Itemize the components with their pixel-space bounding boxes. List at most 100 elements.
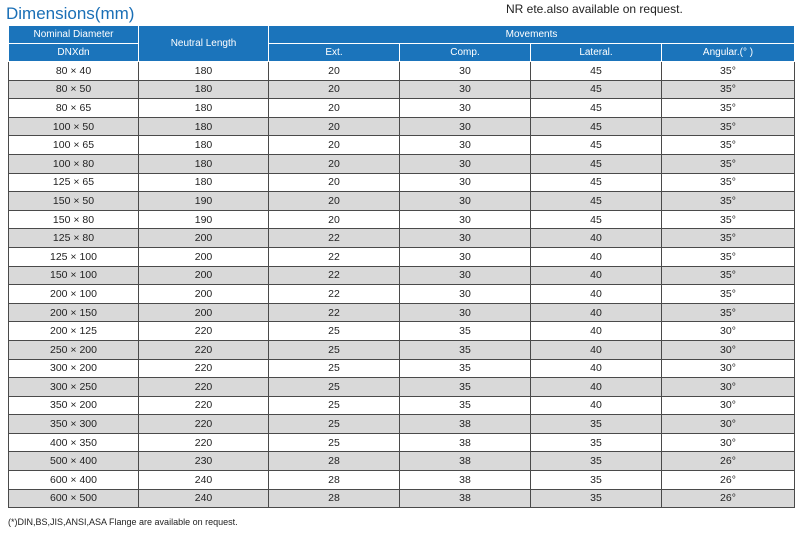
table-row: 125 × 80 200 22 30 40 35° bbox=[8, 228, 795, 248]
ext-cell: 28 bbox=[268, 451, 400, 472]
lateral-cell: 40 bbox=[530, 246, 662, 267]
angular-cell: 30° bbox=[661, 321, 795, 341]
lateral-cell: 45 bbox=[530, 135, 662, 155]
table-row: 150 × 80 190 20 30 45 35° bbox=[8, 209, 795, 230]
ext-cell: 22 bbox=[268, 228, 400, 248]
dnxdn-cell: 200 × 150 bbox=[8, 302, 139, 323]
comp-cell: 30 bbox=[399, 191, 531, 211]
dnxdn-cell: 80 × 40 bbox=[8, 61, 139, 81]
comp-header: Comp. bbox=[399, 43, 531, 62]
dnxdn-cell: 300 × 200 bbox=[8, 358, 139, 379]
ext-cell: 20 bbox=[268, 98, 400, 118]
lateral-cell: 40 bbox=[530, 265, 662, 286]
angular-cell: 30° bbox=[661, 377, 795, 397]
neutral-length-cell: 180 bbox=[138, 153, 269, 174]
ext-cell: 20 bbox=[268, 61, 400, 81]
angular-cell: 35° bbox=[661, 153, 795, 174]
table-row: 300 × 200 220 25 35 40 30° bbox=[8, 358, 795, 379]
comp-cell: 38 bbox=[399, 432, 531, 453]
neutral-length-cell: 220 bbox=[138, 377, 269, 397]
dnxdn-cell: 350 × 200 bbox=[8, 395, 139, 416]
neutral-length-cell: 180 bbox=[138, 135, 269, 155]
lateral-cell: 35 bbox=[530, 414, 662, 434]
angular-cell: 30° bbox=[661, 414, 795, 434]
ext-header: Ext. bbox=[268, 43, 400, 62]
angular-cell: 35° bbox=[661, 61, 795, 81]
angular-cell: 35° bbox=[661, 116, 795, 137]
neutral-length-cell: 180 bbox=[138, 172, 269, 193]
dnxdn-cell: 350 × 300 bbox=[8, 414, 139, 434]
table-row: 100 × 50 180 20 30 45 35° bbox=[8, 116, 795, 137]
comp-cell: 35 bbox=[399, 377, 531, 397]
ext-cell: 28 bbox=[268, 488, 400, 509]
ext-cell: 22 bbox=[268, 284, 400, 304]
table-row: 350 × 200 220 25 35 40 30° bbox=[8, 395, 795, 416]
dnxdn-cell: 150 × 100 bbox=[8, 265, 139, 286]
neutral-length-cell: 200 bbox=[138, 265, 269, 286]
comp-cell: 35 bbox=[399, 339, 531, 360]
table-row: 600 × 500 240 28 38 35 26° bbox=[8, 488, 795, 509]
ext-cell: 20 bbox=[268, 116, 400, 137]
dnxdn-cell: 125 × 80 bbox=[8, 228, 139, 248]
angular-cell: 35° bbox=[661, 172, 795, 193]
neutral-length-cell: 220 bbox=[138, 414, 269, 434]
comp-cell: 30 bbox=[399, 135, 531, 155]
table-row: 200 × 150 200 22 30 40 35° bbox=[8, 302, 795, 323]
dnxdn-cell: 125 × 65 bbox=[8, 172, 139, 193]
lateral-cell: 45 bbox=[530, 98, 662, 118]
lateral-cell: 45 bbox=[530, 116, 662, 137]
neutral-length-cell: 220 bbox=[138, 321, 269, 341]
dnxdn-cell: 80 × 50 bbox=[8, 79, 139, 100]
page-title: Dimensions(mm) bbox=[6, 4, 135, 23]
table-row: 80 × 40 180 20 30 45 35° bbox=[8, 61, 795, 81]
neutral-length-cell: 220 bbox=[138, 432, 269, 453]
dnxdn-cell: 500 × 400 bbox=[8, 451, 139, 472]
comp-cell: 30 bbox=[399, 116, 531, 137]
movements-header: Movements bbox=[268, 25, 795, 44]
availability-note: NR ete.also available on request. bbox=[506, 2, 683, 16]
neutral-length-cell: 220 bbox=[138, 339, 269, 360]
neutral-length-header: Neutral Length bbox=[138, 25, 269, 62]
neutral-length-cell: 240 bbox=[138, 488, 269, 509]
ext-cell: 20 bbox=[268, 135, 400, 155]
neutral-length-cell: 190 bbox=[138, 209, 269, 230]
dnxdn-cell: 600 × 400 bbox=[8, 470, 139, 490]
comp-cell: 35 bbox=[399, 321, 531, 341]
dimensions-table: Nominal Diameter Neutral Length Movement… bbox=[8, 25, 795, 509]
table-row: 600 × 400 240 28 38 35 26° bbox=[8, 470, 795, 490]
lateral-cell: 40 bbox=[530, 395, 662, 416]
ext-cell: 20 bbox=[268, 209, 400, 230]
neutral-length-cell: 240 bbox=[138, 470, 269, 490]
angular-cell: 30° bbox=[661, 432, 795, 453]
neutral-length-cell: 230 bbox=[138, 451, 269, 472]
dnxdn-cell: 150 × 80 bbox=[8, 209, 139, 230]
angular-cell: 35° bbox=[661, 135, 795, 155]
dnxdn-cell: 100 × 80 bbox=[8, 153, 139, 174]
angular-cell: 35° bbox=[661, 191, 795, 211]
dnxdn-cell: 125 × 100 bbox=[8, 246, 139, 267]
angular-cell: 35° bbox=[661, 265, 795, 286]
header-row-top: Nominal Diameter Neutral Length Movement… bbox=[8, 25, 795, 62]
neutral-length-cell: 180 bbox=[138, 116, 269, 137]
ext-cell: 25 bbox=[268, 414, 400, 434]
comp-cell: 38 bbox=[399, 470, 531, 490]
dnxdn-cell: 300 × 250 bbox=[8, 377, 139, 397]
angular-cell: 26° bbox=[661, 470, 795, 490]
neutral-length-cell: 180 bbox=[138, 61, 269, 81]
angular-cell: 26° bbox=[661, 488, 795, 509]
comp-cell: 30 bbox=[399, 61, 531, 81]
neutral-length-cell: 180 bbox=[138, 79, 269, 100]
angular-cell: 35° bbox=[661, 98, 795, 118]
ext-cell: 25 bbox=[268, 321, 400, 341]
neutral-length-cell: 220 bbox=[138, 395, 269, 416]
comp-cell: 38 bbox=[399, 451, 531, 472]
lateral-cell: 40 bbox=[530, 284, 662, 304]
comp-cell: 30 bbox=[399, 228, 531, 248]
ext-cell: 20 bbox=[268, 79, 400, 100]
comp-cell: 30 bbox=[399, 172, 531, 193]
lateral-cell: 45 bbox=[530, 209, 662, 230]
angular-cell: 30° bbox=[661, 395, 795, 416]
lateral-cell: 45 bbox=[530, 153, 662, 174]
dnxdn-header: DNXdn bbox=[8, 43, 139, 62]
comp-cell: 30 bbox=[399, 284, 531, 304]
